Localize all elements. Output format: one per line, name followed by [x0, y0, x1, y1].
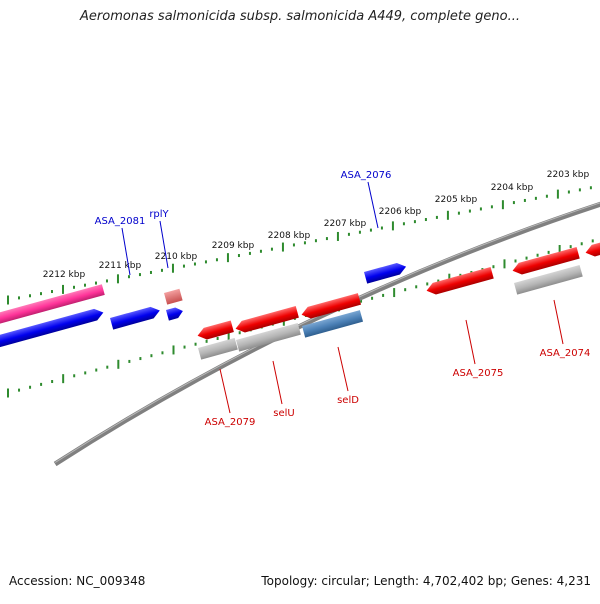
gene-label-reverse[interactable]: ASA_2074	[540, 348, 591, 359]
gene-label-reverse[interactable]: ASA_2075	[453, 368, 504, 379]
secondary-feature[interactable]	[514, 264, 583, 295]
pseudogene-feature[interactable]	[164, 288, 183, 305]
rna-reverse-feature[interactable]	[302, 310, 364, 338]
gene-label-leaders	[121, 181, 564, 414]
gene-label-forward-leader	[121, 227, 131, 276]
map-title: Aeromonas salmonicida subsp. salmonicida…	[80, 9, 520, 24]
ruler-label: 2211 kbp	[99, 261, 142, 271]
ruler-label: 2209 kbp	[212, 241, 255, 251]
reverse-cds-feature[interactable]	[511, 246, 580, 277]
gene-label-forward[interactable]: rplY	[149, 209, 169, 220]
ruler-labels: 2212 kbp 2211 kbp 2210 kbp 2209 kbp 2208 kbp…	[43, 170, 590, 280]
reverse-cds-feature[interactable]	[425, 266, 494, 297]
reverse-cds-feature[interactable]	[300, 293, 362, 320]
ruler-label: 2204 kbp	[491, 183, 534, 193]
gene-label-reverse-leader	[337, 346, 349, 392]
gene-label-forward[interactable]: ASA_2076	[341, 170, 392, 181]
ruler-label: 2210 kbp	[155, 252, 198, 262]
gene-label-forward-leader	[159, 220, 169, 269]
backbone-arc	[53, 201, 600, 467]
gene-label-reverse-leader	[219, 368, 231, 414]
gene-features	[0, 240, 600, 360]
ruler-label: 2203 kbp	[547, 170, 590, 180]
secondary-feature[interactable]	[198, 337, 238, 360]
forward-cds-feature[interactable]	[364, 261, 408, 284]
forward-cds-feature[interactable]	[166, 306, 184, 321]
ruler-label: 2205 kbp	[435, 195, 478, 205]
gene-label-forward[interactable]: ASA_2081	[95, 216, 146, 227]
forward-cds-feature[interactable]	[110, 305, 161, 330]
gene-label-reverse-leader	[465, 319, 476, 365]
reverse-cds-feature[interactable]	[234, 306, 299, 335]
gene-label-reverse[interactable]: selD	[337, 395, 359, 406]
ruler-label: 2208 kbp	[268, 231, 311, 241]
gene-label-reverse-leader	[553, 299, 564, 345]
accession-text: Accession: NC_009348	[9, 574, 146, 588]
reverse-cds-feature[interactable]	[584, 240, 600, 258]
topology-text: Topology: circular; Length: 4,702,402 bp…	[261, 574, 591, 588]
forward-cds-feature[interactable]	[0, 307, 105, 350]
gene-label-reverse[interactable]: ASA_2079	[205, 417, 256, 428]
ruler-label: 2212 kbp	[43, 270, 86, 280]
gene-label-reverse[interactable]: selU	[273, 408, 294, 419]
rna-feature[interactable]	[0, 284, 105, 326]
ruler-label: 2207 kbp	[324, 219, 367, 229]
gene-label-forward-leader	[367, 181, 379, 229]
gene-label-reverse-leader	[272, 360, 283, 405]
reverse-cds-feature[interactable]	[196, 320, 234, 341]
secondary-feature[interactable]	[236, 323, 301, 352]
ruler-ticks-outer	[7, 186, 592, 305]
ruler-label: 2206 kbp	[379, 207, 422, 217]
